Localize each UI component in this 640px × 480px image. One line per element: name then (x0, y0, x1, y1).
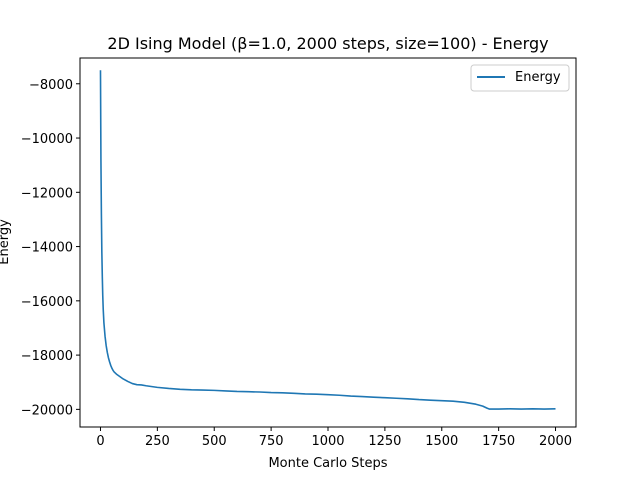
x-tick-label: 1500 (425, 434, 458, 449)
plot-frame (79, 57, 577, 428)
y-tick-label: −10000 (21, 132, 73, 147)
y-tick-label: −20000 (21, 403, 73, 418)
y-axis-label: Energy (0, 219, 12, 265)
legend-label-energy: Energy (515, 70, 561, 85)
x-tick-label: 1000 (311, 434, 344, 449)
x-axis-label: Monte Carlo Steps (268, 456, 387, 471)
y-tick-label: −14000 (21, 241, 73, 256)
y-tick-label: −16000 (21, 295, 73, 310)
y-axis: −20000 −18000 −16000 −14000 −12000 −10000 −800… (21, 78, 80, 418)
series-line-energy (99, 70, 556, 410)
y-tick-label: −12000 (21, 186, 73, 201)
x-tick-label: 500 (202, 434, 227, 449)
plot-area (99, 70, 556, 410)
y-tick-label: −8000 (29, 78, 73, 93)
legend[interactable]: Energy (470, 64, 570, 92)
x-tick-label: 1250 (368, 434, 401, 449)
chart-title: 2D Ising Model (β=1.0, 2000 steps, size=… (107, 34, 548, 53)
x-tick-label: 2000 (539, 434, 572, 449)
x-tick-label: 250 (145, 434, 170, 449)
y-tick-label: −18000 (21, 349, 73, 364)
x-axis: 0 250 500 750 1000 1250 1500 1750 2000 (96, 427, 572, 449)
legend-box (470, 64, 570, 92)
x-tick-label: 750 (259, 434, 284, 449)
x-tick-label: 0 (96, 434, 104, 449)
x-tick-label: 1750 (482, 434, 515, 449)
